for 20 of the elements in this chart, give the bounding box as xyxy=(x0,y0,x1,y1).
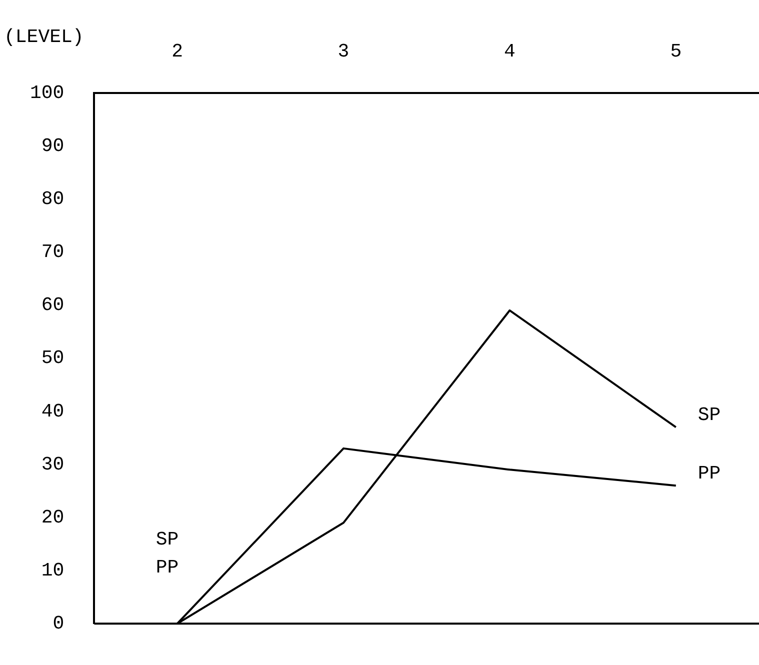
y-tick-label: 10 xyxy=(41,560,64,582)
x-axis-title: (LEVEL) xyxy=(4,26,84,48)
text: SP xyxy=(156,528,179,551)
y-tick-label: 60 xyxy=(41,294,64,316)
y-tick-label: 100 xyxy=(30,82,64,104)
y-tick-label: 0 xyxy=(52,612,64,635)
y-tick-label: 80 xyxy=(41,188,64,210)
x-tick-label: 5 xyxy=(670,40,682,62)
y-tick-label: 70 xyxy=(41,241,64,264)
text: PP xyxy=(156,556,179,579)
series-label: PP xyxy=(698,462,721,485)
series-label: SP xyxy=(698,404,721,426)
y-tick-label: 30 xyxy=(41,453,64,476)
y-tick-label: 40 xyxy=(41,400,64,422)
y-tick-label: 90 xyxy=(41,134,64,157)
x-tick-label: 3 xyxy=(338,40,350,62)
y-tick-label: 20 xyxy=(41,506,64,528)
y-tick-label: 50 xyxy=(41,347,64,370)
x-tick-label: 4 xyxy=(504,40,516,62)
x-tick-label: 2 xyxy=(172,40,184,62)
